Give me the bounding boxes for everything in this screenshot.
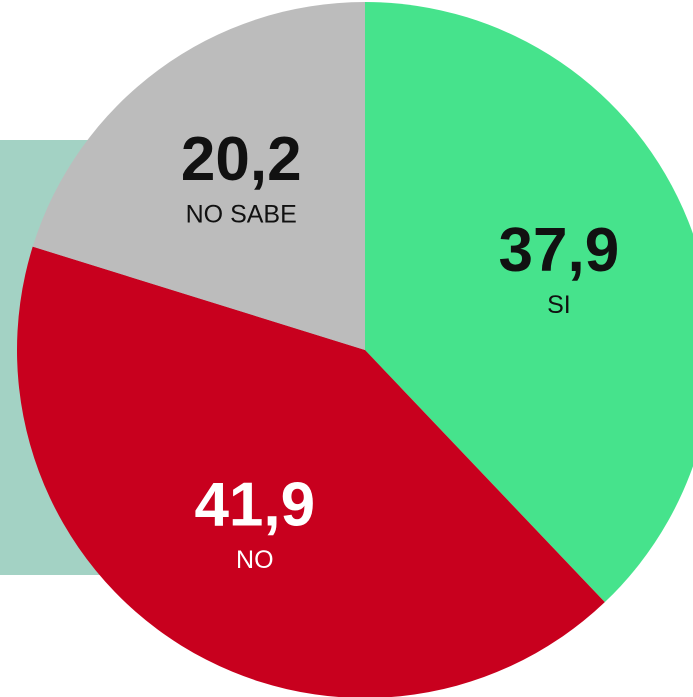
value-label: 20,2 bbox=[181, 125, 302, 194]
value-label: 37,9 bbox=[499, 216, 620, 285]
pie-slice bbox=[32, 2, 365, 350]
pie-slice bbox=[17, 246, 605, 697]
value-label: 41,9 bbox=[194, 471, 315, 540]
category-label: NO SABE bbox=[186, 200, 297, 228]
pie-slice bbox=[365, 2, 693, 603]
category-label: SI bbox=[547, 291, 571, 319]
category-label: NO bbox=[236, 546, 274, 574]
